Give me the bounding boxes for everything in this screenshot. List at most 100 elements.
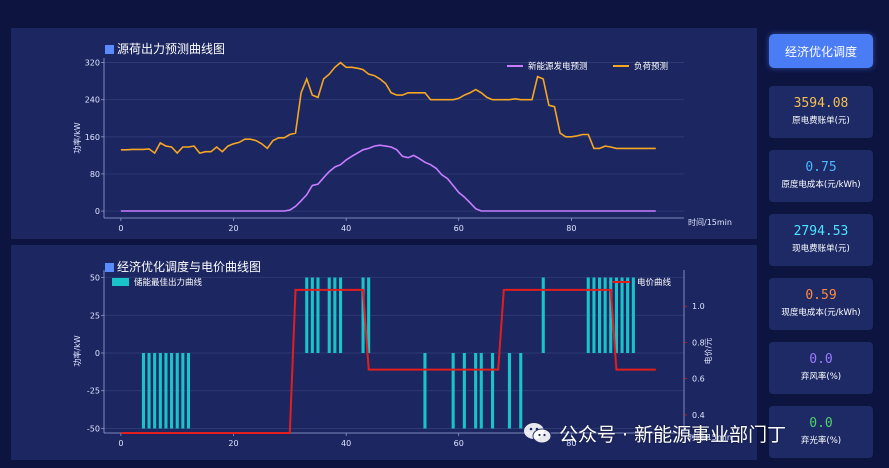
- storage-bar: [586, 277, 590, 353]
- storage-bar: [614, 277, 618, 353]
- storage-bar: [541, 277, 545, 353]
- series-line-1: [120, 61, 656, 155]
- x-axis-label: 时间/15min: [688, 217, 732, 227]
- legend-label: 储能最佳出力曲线: [134, 277, 203, 288]
- metric-card-current-bill: 2794.53 现电费账单(元): [769, 214, 873, 266]
- y2-tick-label: 0.6: [692, 375, 705, 384]
- y-tick-label: -25: [87, 387, 100, 396]
- legend-swatch: [112, 278, 129, 286]
- metric-label: 现度电成本(元/kWh): [781, 308, 861, 318]
- storage-bar: [305, 277, 309, 353]
- storage-bar: [626, 277, 630, 353]
- storage-bar: [158, 353, 162, 429]
- storage-bar: [170, 353, 174, 429]
- x-tick-label: 0: [118, 224, 123, 233]
- metric-label: 现电费账单(元): [792, 244, 850, 254]
- x-tick-label: 60: [454, 439, 464, 448]
- metric-label: 弃风率(%): [800, 372, 842, 382]
- storage-bar: [164, 353, 168, 429]
- storage-bar: [327, 277, 331, 353]
- wechat-watermark: 公众号 · 新能源事业部门丁: [523, 418, 863, 448]
- storage-bar: [479, 353, 483, 429]
- storage-bar: [592, 277, 596, 353]
- storage-bar: [603, 277, 607, 353]
- storage-bar: [361, 277, 365, 353]
- x-tick-label: 80: [566, 439, 576, 448]
- x-tick-label: 20: [228, 439, 238, 448]
- x-tick-label: 20: [228, 224, 238, 233]
- storage-bar: [367, 277, 371, 353]
- storage-bar: [609, 277, 613, 353]
- y-tick-label: 160: [85, 133, 100, 142]
- x-tick-label: 40: [341, 439, 351, 448]
- storage-bar: [598, 277, 602, 353]
- dispatch-chart-panel: 经济优化调度与电价曲线图 -50 -25 0 25 50 0 20 40 60 80 0.4 0.6 0…: [11, 245, 757, 460]
- dispatch-chart-svg: -50 -25 0 25 50 0 20 40 60 80 0.4 0.6 0.8 1.0 时间/15min…: [72, 270, 732, 448]
- y-tick-label: 0: [95, 207, 100, 216]
- x-tick-label: 60: [454, 224, 464, 233]
- storage-bar: [462, 353, 466, 429]
- metric-value: 3594.08: [793, 96, 849, 111]
- wechat-icon: [523, 421, 553, 445]
- y-tick-label: -50: [87, 424, 100, 433]
- y2-tick-label: 0.4: [692, 411, 705, 420]
- storage-bar: [316, 277, 320, 353]
- y-axis-label: 功率/kW: [72, 122, 82, 153]
- dispatch-chart-title: 经济优化调度与电价曲线图: [105, 258, 261, 275]
- metric-label: 原度电成本(元/kWh): [781, 180, 861, 190]
- title-marker-icon: [105, 263, 114, 272]
- storage-bar: [519, 353, 523, 429]
- metric-card-current-unit-cost: 0.59 现度电成本(元/kWh): [769, 278, 873, 330]
- y-axis-label: 功率/kW: [72, 335, 82, 366]
- metric-label: 原电费账单(元): [792, 116, 850, 126]
- price-line: [120, 288, 656, 434]
- x-tick-label: 80: [566, 224, 576, 233]
- storage-bar: [175, 353, 179, 429]
- storage-bar: [333, 277, 337, 353]
- metric-value: 2794.53: [793, 224, 849, 239]
- storage-bar: [451, 353, 455, 429]
- storage-bar: [141, 353, 145, 429]
- storage-bar: [339, 277, 343, 353]
- storage-bar: [186, 353, 190, 429]
- legend-label: 电价曲线: [637, 277, 672, 288]
- legend-label: 负荷预测: [634, 61, 668, 72]
- y2-axis-label: 电价/元: [703, 338, 713, 365]
- title-marker-icon: [105, 45, 114, 54]
- storage-bar: [423, 353, 427, 429]
- y2-tick-label: 1.0: [692, 302, 705, 311]
- y-tick-label: 0: [95, 349, 100, 358]
- storage-bar: [620, 277, 624, 353]
- metric-value: 0.0: [809, 352, 833, 367]
- storage-bar: [631, 277, 635, 353]
- y-tick-label: 50: [90, 274, 100, 283]
- series-line-0: [120, 144, 656, 212]
- y-tick-label: 240: [85, 96, 100, 105]
- storage-bar: [507, 353, 511, 429]
- storage-bar: [153, 353, 157, 429]
- metric-card-solar-curtailment: 0.0 弃光率(%): [769, 406, 873, 458]
- storage-bar: [181, 353, 185, 429]
- metric-value: 0.0: [809, 416, 833, 431]
- metric-card-original-unit-cost: 0.75 原度电成本(元/kWh): [769, 150, 873, 202]
- forecast-chart-svg: 0 80 160 240 320 0 20 40 60 80 时间/15min 功率/kW 新能源发电预…: [72, 58, 732, 233]
- y-tick-label: 25: [90, 311, 100, 320]
- watermark-text: 公众号 · 新能源事业部门丁: [559, 423, 787, 446]
- y2-tick-label: 0.8: [692, 338, 705, 347]
- forecast-title-text: 源荷出力预测曲线图: [117, 42, 226, 56]
- forecast-chart-panel: 源荷出力预测曲线图 0 80 160 240 320 0 20 40 60 80 时间/15min 功…: [11, 28, 757, 239]
- storage-bar: [310, 277, 314, 353]
- storage-bar: [147, 353, 151, 429]
- metric-card-original-bill: 3594.08 原电费账单(元): [769, 86, 873, 138]
- metric-value: 0.75: [805, 160, 837, 175]
- legend-label: 新能源发电预测: [528, 61, 588, 72]
- metric-label: 弃光率(%): [800, 436, 842, 446]
- x-axis-label: 时间/15min: [688, 432, 732, 442]
- y-tick-label: 320: [85, 59, 100, 68]
- storage-bar: [491, 353, 495, 429]
- storage-bar: [474, 353, 478, 429]
- y-tick-label: 80: [90, 170, 100, 179]
- economic-dispatch-button[interactable]: 经济优化调度: [769, 34, 873, 68]
- metric-card-wind-curtailment: 0.0 弃风率(%): [769, 342, 873, 394]
- forecast-chart-title: 源荷出力预测曲线图: [105, 40, 225, 57]
